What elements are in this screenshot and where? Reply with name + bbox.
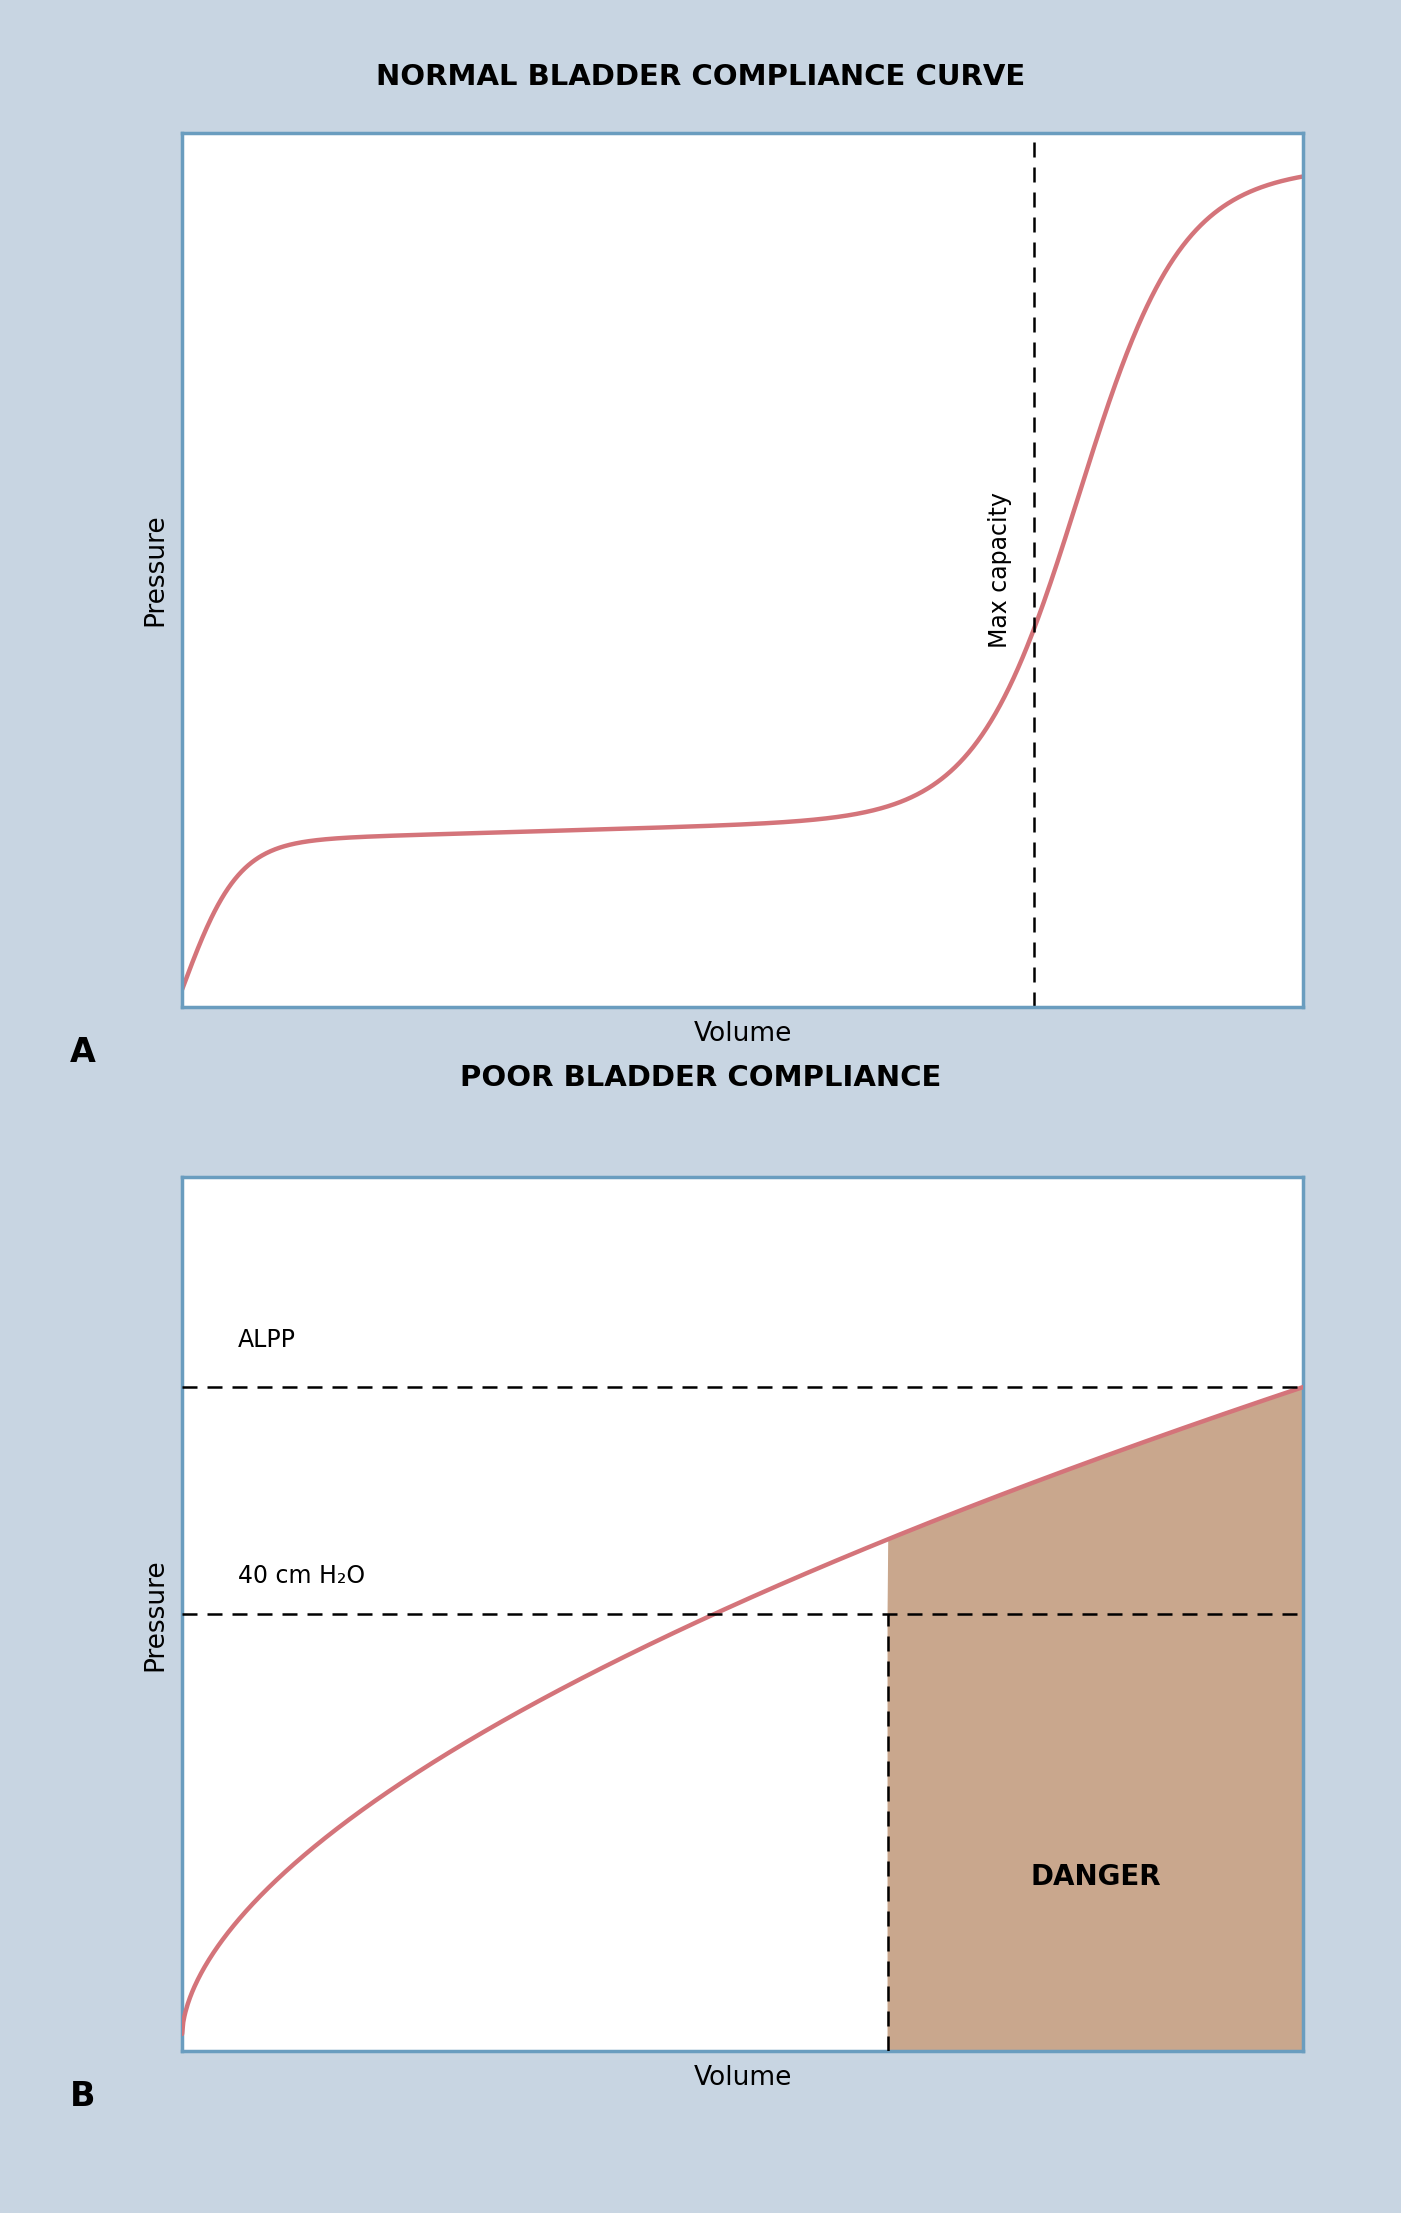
Text: A: A <box>70 1036 95 1069</box>
Text: DANGER: DANGER <box>1030 1863 1161 1890</box>
Y-axis label: Pressure: Pressure <box>143 1558 168 1671</box>
Text: 40 cm H₂O: 40 cm H₂O <box>238 1565 366 1589</box>
Text: B: B <box>70 2080 95 2113</box>
Text: Max capacity: Max capacity <box>988 491 1013 648</box>
Polygon shape <box>888 1388 1303 2051</box>
Y-axis label: Pressure: Pressure <box>143 513 168 626</box>
Text: POOR BLADDER COMPLIANCE: POOR BLADDER COMPLIANCE <box>460 1064 941 1091</box>
X-axis label: Volume: Volume <box>693 2065 792 2091</box>
Text: NORMAL BLADDER COMPLIANCE CURVE: NORMAL BLADDER COMPLIANCE CURVE <box>375 64 1026 91</box>
X-axis label: Volume: Volume <box>693 1020 792 1047</box>
Text: ALPP: ALPP <box>238 1328 296 1352</box>
